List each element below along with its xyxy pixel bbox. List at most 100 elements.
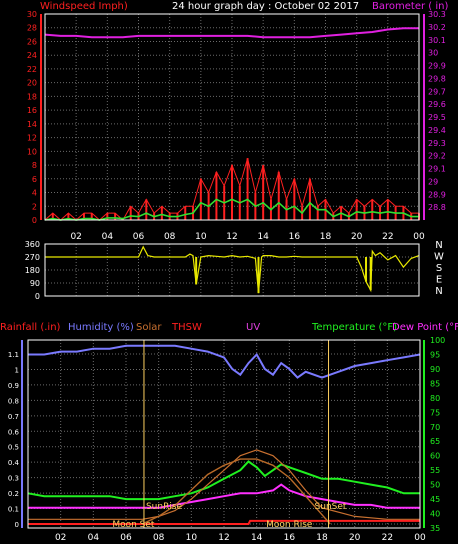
wind-time-tick-label: 10 — [195, 232, 207, 242]
atmosphere-time-tick-label: 06 — [120, 533, 132, 543]
barometer-tick-label: 29 — [428, 177, 438, 186]
atmosphere-line — [28, 449, 420, 520]
atmosphere-line — [28, 483, 420, 509]
rainfall-tick-label: 0.6 — [8, 428, 20, 436]
compass-label: N — [435, 286, 442, 297]
legend-entry: Rainfall (.in) — [0, 322, 61, 333]
atmosphere-time-tick-label: 18 — [316, 533, 328, 543]
legend-entry: Humidity (%) — [68, 322, 134, 333]
wind-time-ticks: 02 04 06 08 10 12 14 16 18 20 22 00 — [70, 232, 425, 242]
solar-line — [142, 458, 331, 525]
legend-entry: Solar — [136, 322, 162, 333]
direction-degree-label: 0 — [35, 292, 40, 301]
atmosphere-time-tick-label: 10 — [186, 533, 198, 543]
temperature-ticks: 35 40 45 50 55 60 65 70 75 80 85 90 95 100 — [423, 336, 445, 533]
wind-time-tick-label: 06 — [133, 232, 145, 242]
graph-title: 24 hour graph day : October 02 2017 — [172, 1, 359, 12]
barometer-tick-label: 29.4 — [428, 126, 446, 135]
compass-label: S — [436, 263, 442, 274]
atmosphere-time-tick-label: 20 — [349, 533, 361, 543]
wind-time-tick-label: 16 — [289, 232, 301, 242]
direction-series — [45, 245, 420, 294]
rainfall-tick-label: 1.1 — [8, 351, 19, 359]
atmosphere-time-ticks: 02 04 06 08 10 12 14 16 18 20 22 00 — [55, 533, 426, 543]
rainfall-tick-label: 0.8 — [8, 397, 19, 405]
windspeed-tick-label: 4 — [32, 189, 37, 198]
barometer-tick-label: 29.3 — [428, 139, 446, 148]
rainfall-tick-label: 0.5 — [8, 444, 19, 452]
windspeed-tick-label: 12 — [27, 134, 37, 143]
barometer-tick-label: 28.8 — [428, 203, 446, 212]
temperature-tick-label: 85 — [430, 379, 440, 388]
barometer-tick-label: 29.2 — [428, 152, 446, 161]
windspeed-average-line — [44, 198, 419, 221]
compass-label: E — [436, 275, 442, 286]
atmosphere-time-tick-label: 04 — [88, 533, 100, 543]
barometer-tick-label: 29.7 — [428, 87, 446, 96]
windspeed-line — [44, 158, 419, 221]
wind-time-tick-label: 08 — [164, 232, 176, 242]
barometer-tick-label: 30 — [428, 49, 438, 58]
wind-time-tick-label: 14 — [257, 232, 269, 242]
direction-degree-label: 270 — [25, 253, 40, 262]
atmosphere-time-tick-label: 00 — [414, 533, 426, 543]
windspeed-tick-label: 26 — [27, 37, 37, 46]
atmosphere-panel: Rainfall (.in) Humidity (%) Solar THSW UV Tem… — [0, 322, 458, 543]
rainfall-tick-label: 0.7 — [8, 413, 19, 421]
temperature-tick-label: 40 — [430, 510, 440, 519]
direction-degree-label: 180 — [25, 266, 40, 275]
wind-time-tick-label: 22 — [382, 232, 393, 242]
temperature-tick-label: 75 — [430, 408, 440, 417]
atmosphere-plot-frame — [27, 339, 421, 529]
rainfall-tick-label: 0.1 — [8, 506, 19, 514]
rainfall-tick-label: 1 — [15, 366, 19, 374]
windspeed-tick-label: 28 — [27, 24, 37, 33]
barometer-tick-label: 29.1 — [428, 165, 446, 174]
barometer-tick-label: 30.3 — [428, 10, 446, 19]
direction-degree-ticks: 0 90 180 270 360 — [25, 240, 40, 301]
barometer-tick-label: 30.2 — [428, 23, 446, 32]
wind-time-tick-label: 12 — [226, 232, 237, 242]
rainfall-tick-label: 0.9 — [8, 382, 19, 390]
barometer-tick-label: 29.6 — [428, 100, 446, 109]
legend-entry: UV — [246, 322, 260, 333]
barometer-ticks: 28.8 28.9 29 29.1 29.2 29.3 29.4 29.5 29.6 29.7 29… — [423, 10, 446, 220]
windspeed-tick-label: 2 — [32, 202, 37, 211]
barometer-tick-label: 29.5 — [428, 113, 446, 122]
atmosphere-line — [27, 460, 420, 501]
windspeed-axis-label: Windspeed Imph) — [40, 1, 128, 12]
temperature-tick-label: 55 — [430, 466, 440, 475]
wind-time-tick-label: 04 — [102, 232, 114, 242]
windspeed-tick-label: 14 — [27, 120, 37, 129]
windspeed-tick-label: 10 — [27, 147, 37, 156]
rainfall-ticks: 0 0.1 0.2 0.3 0.4 0.5 0.6 0.7 0.8 0.9 1 1.1 — [8, 340, 23, 529]
moonset-label: Moon Set — [112, 520, 155, 530]
wind-plot-frame — [44, 13, 420, 221]
rainfall-tick-label: 0.3 — [8, 475, 19, 483]
windspeed-tick-label: 20 — [27, 79, 37, 88]
temperature-tick-label: 60 — [430, 452, 440, 461]
windspeed-tick-label: 22 — [27, 65, 37, 74]
atmosphere-line — [28, 344, 421, 379]
wind-series — [44, 27, 420, 221]
direction-plot-frame — [44, 243, 420, 297]
barometer-tick-label: 29.8 — [428, 74, 446, 83]
sunrise-label: SunRise — [146, 502, 183, 512]
temperature-tick-label: 80 — [430, 394, 440, 403]
atmosphere-time-tick-label: 02 — [55, 533, 66, 543]
atmosphere-time-tick-label: 16 — [284, 533, 296, 543]
windspeed-tick-label: 16 — [27, 106, 37, 115]
sunset-label: SunSet — [315, 502, 347, 512]
temperature-tick-label: 45 — [430, 495, 440, 504]
compass-label: N — [435, 240, 442, 251]
sun-moon-annotations: SunRise SunSet Moon Set Moon Rise — [112, 340, 347, 530]
atmosphere-line — [28, 519, 420, 525]
rainfall-tick-label: 0.4 — [8, 459, 20, 467]
temperature-tick-label: 95 — [430, 350, 440, 359]
temperature-tick-label: 35 — [430, 524, 440, 533]
wind-time-tick-label: 20 — [351, 232, 363, 242]
